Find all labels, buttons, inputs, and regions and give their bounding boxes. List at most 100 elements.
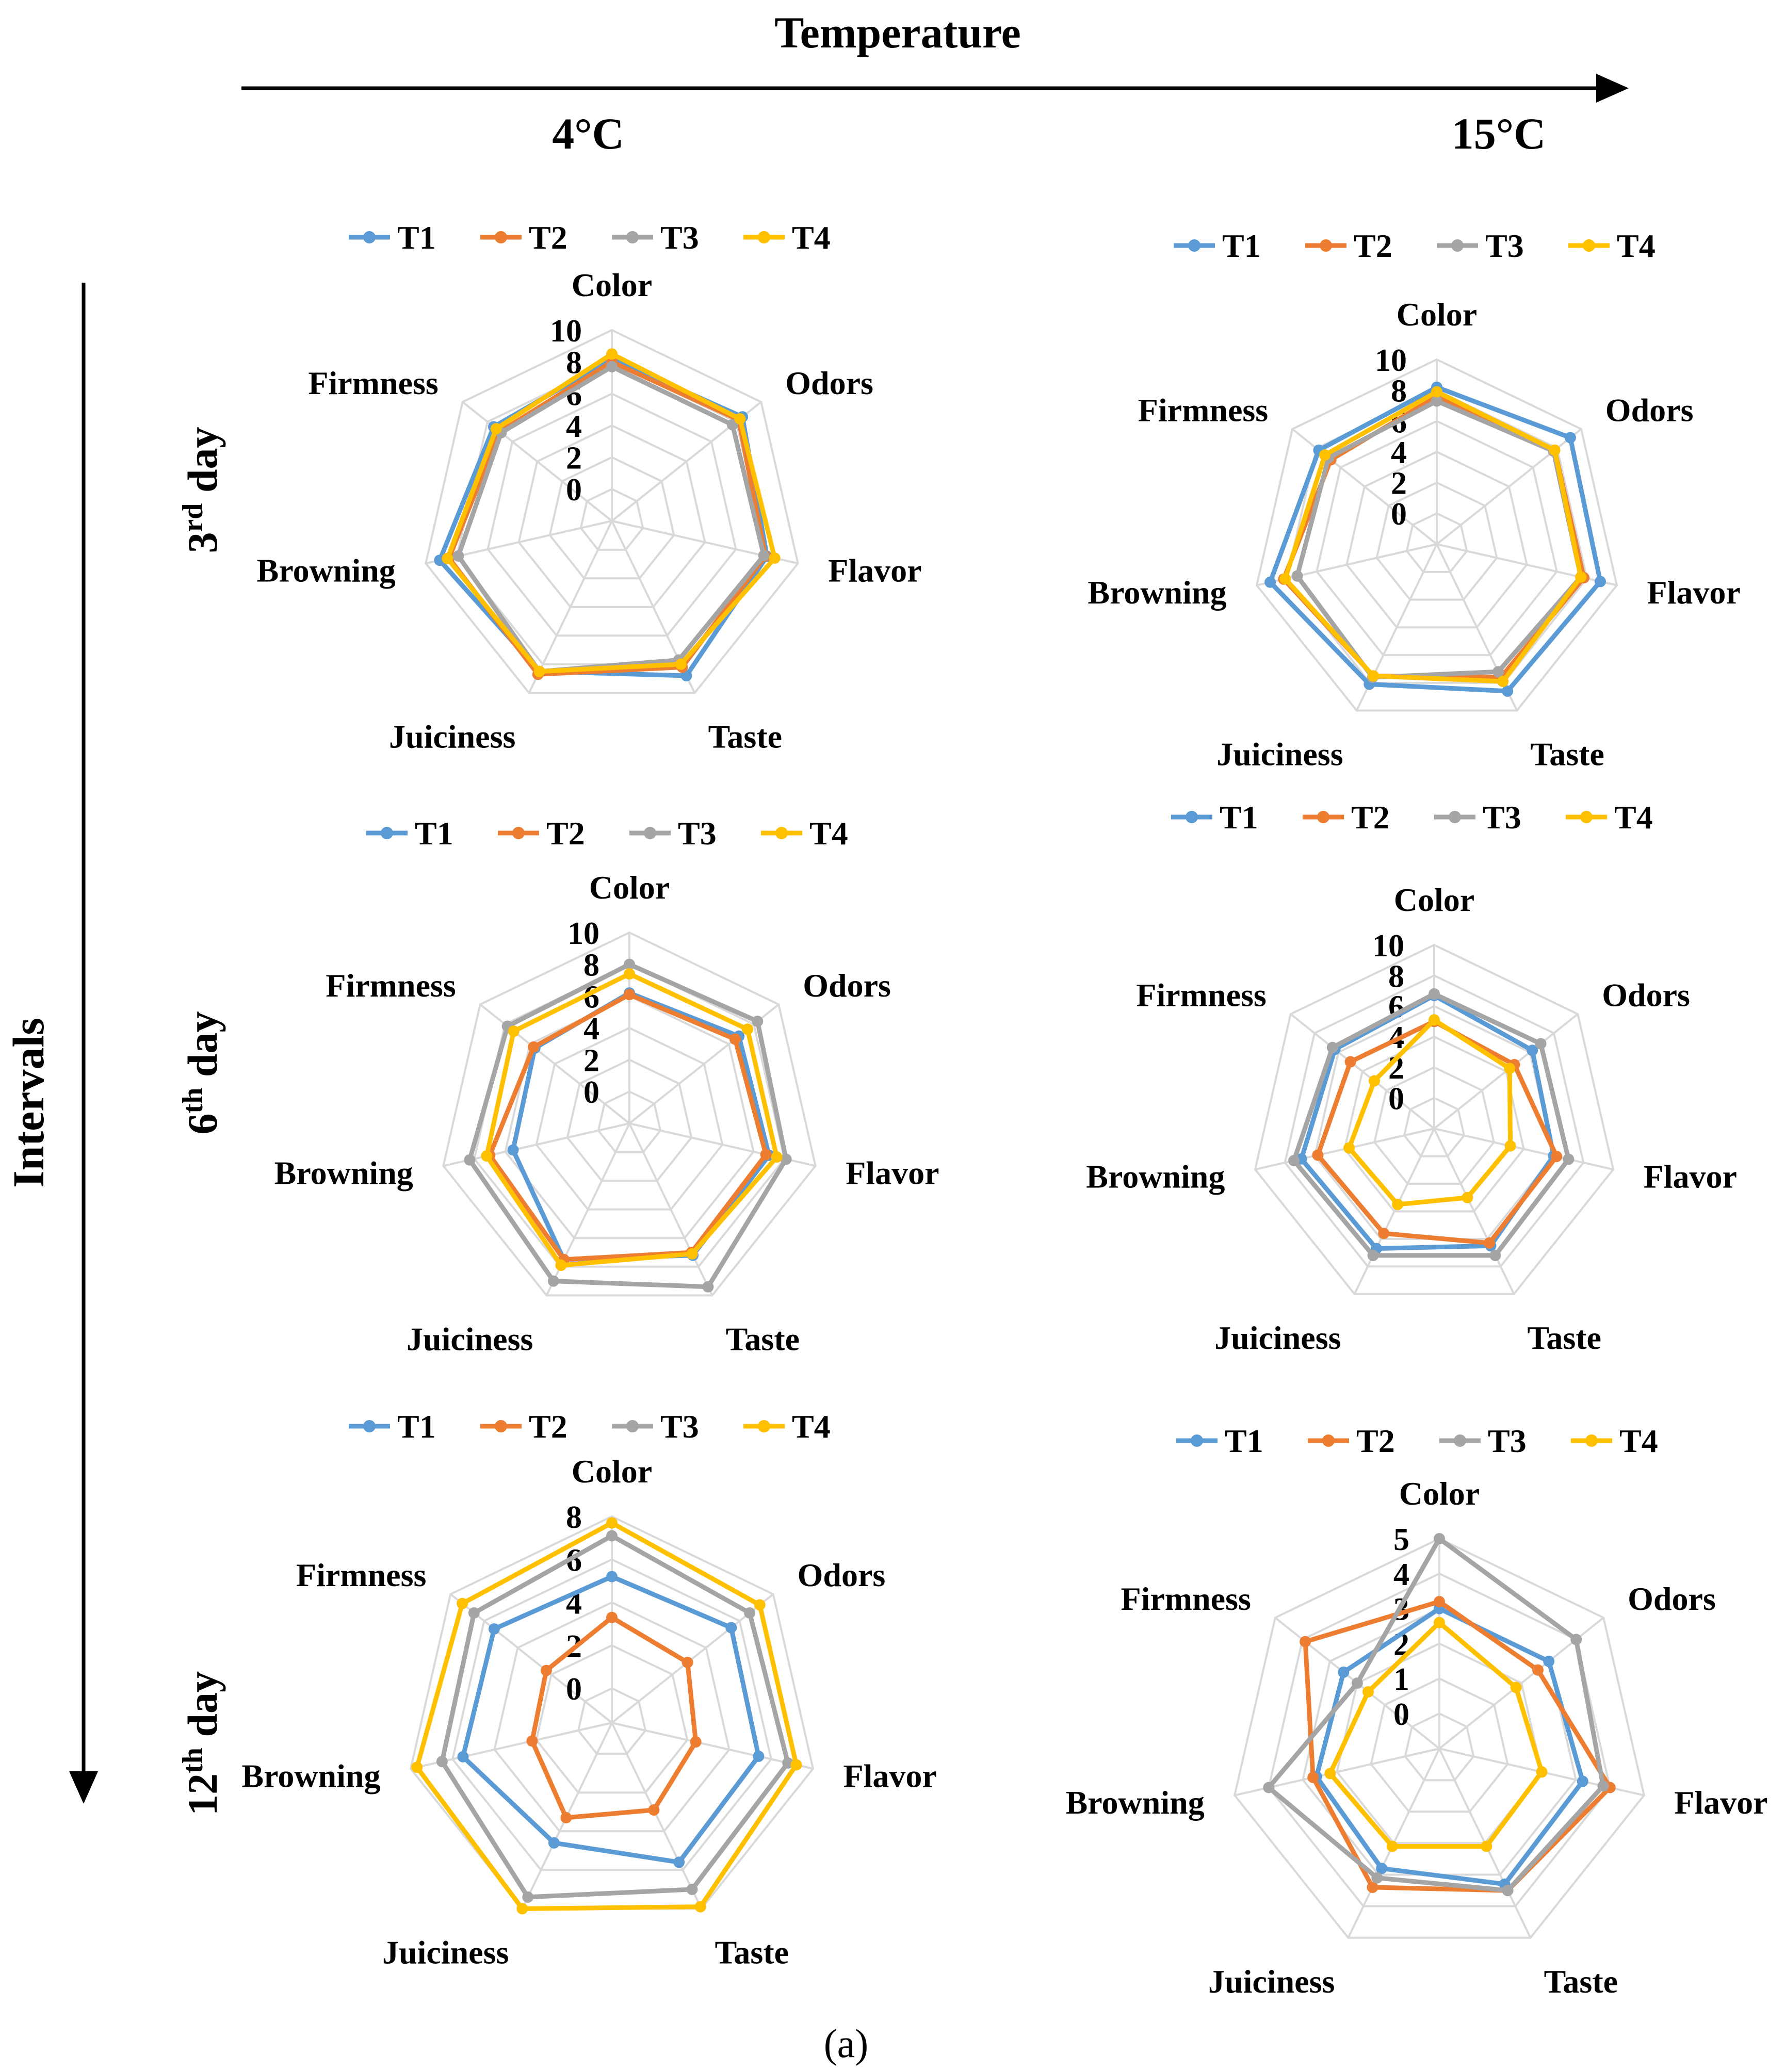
- data-point-t1: [753, 1750, 765, 1762]
- legend-marker: [626, 231, 639, 243]
- data-point-t2: [1378, 1228, 1390, 1239]
- data-point-t1: [1502, 685, 1514, 697]
- axis-spoke: [462, 401, 613, 522]
- grid-ring: [1255, 358, 1618, 712]
- data-point-t4: [1434, 1617, 1445, 1628]
- series-line-t4: [445, 351, 777, 674]
- legend-marker: [1322, 1434, 1335, 1447]
- axis-label-flavor: Flavor: [828, 552, 921, 589]
- grid-ring: [1284, 974, 1585, 1268]
- legend-label: T4: [792, 1408, 831, 1445]
- axis-label-taste: Taste: [1528, 1319, 1601, 1356]
- legend-item-t4: T4: [743, 219, 831, 256]
- grid-ring: [566, 1058, 693, 1182]
- data-point-t2: [526, 1735, 538, 1747]
- tick-label: 8: [566, 1500, 582, 1535]
- data-point-t2: [690, 1736, 702, 1748]
- data-point-t4: [734, 413, 746, 425]
- grid-ring: [486, 393, 737, 637]
- legend-marker: [363, 1420, 376, 1432]
- axis-label-firmness: Firmness: [308, 365, 438, 401]
- tick-label: 4: [1393, 1557, 1409, 1592]
- axis-label-juiciness: Juiciness: [1208, 1963, 1335, 2000]
- data-point-t4: [1536, 1766, 1548, 1778]
- legend-label: T3: [660, 1408, 699, 1445]
- legend-marker: [758, 1420, 770, 1432]
- grid-ring: [579, 487, 644, 551]
- data-point-t4: [1431, 386, 1442, 398]
- data-point-t3: [606, 361, 618, 372]
- tick-label: 0: [566, 1672, 582, 1707]
- data-point-t4: [624, 968, 635, 980]
- data-point-t1: [680, 670, 692, 681]
- legend-label: T4: [1614, 799, 1653, 836]
- data-point-t4: [1504, 1063, 1516, 1074]
- data-point-t3: [1492, 666, 1504, 678]
- tick-label: 0: [583, 1075, 599, 1110]
- axis-spoke: [628, 1123, 713, 1296]
- axis-spoke: [611, 1722, 703, 1910]
- series-line-t1: [1268, 385, 1603, 694]
- data-point-t2: [1551, 1151, 1563, 1163]
- axis-label-firmness: Firmness: [1121, 1580, 1251, 1617]
- radar-chart-15c-day6: 0246810ColorOdorsFlavorTasteJuicinessBro…: [1086, 799, 1737, 1356]
- legend-label: T3: [660, 219, 699, 256]
- radar-chart-4c-day6: 0246810ColorOdorsFlavorTasteJuicinessBro…: [274, 815, 939, 1357]
- grid-ring: [493, 1601, 731, 1833]
- legend-label: T3: [1485, 227, 1524, 264]
- legend-label: T4: [809, 815, 848, 852]
- legend-item-t1: T1: [1171, 799, 1258, 836]
- series-line-t3: [440, 1533, 790, 1900]
- legend-marker: [626, 1420, 639, 1432]
- grid-ring: [1405, 512, 1468, 573]
- series-line-t4: [414, 1521, 799, 1911]
- data-point-t4: [1481, 1840, 1492, 1852]
- data-point-t3: [702, 1281, 714, 1293]
- axis-label-odors: Odors: [1628, 1580, 1716, 1617]
- legend-marker: [381, 827, 393, 839]
- data-point-t3: [686, 1883, 698, 1895]
- data-point-t3: [1535, 1038, 1547, 1050]
- series-line-t4: [484, 971, 780, 1268]
- data-point-t3: [1570, 1634, 1582, 1645]
- data-point-t2: [1312, 1149, 1324, 1161]
- legend-label: T2: [529, 1408, 567, 1445]
- legend-item-t2: T2: [1303, 799, 1390, 836]
- temperature-axis-label: Temperature: [774, 8, 1021, 57]
- grid-ring: [1373, 1066, 1495, 1185]
- data-point-t4: [516, 1903, 528, 1915]
- axis-label-odors: Odors: [798, 1557, 886, 1593]
- legend-label: T2: [529, 219, 567, 256]
- axis-spoke: [1434, 1128, 1614, 1171]
- row-label-day-3: 3rd day: [177, 427, 226, 553]
- legend-item-t4: T4: [1566, 799, 1653, 836]
- legend-item-t3: T3: [612, 219, 699, 256]
- axis-label-juiciness: Juiciness: [1214, 1319, 1341, 1356]
- grid-ring: [451, 1558, 772, 1871]
- tick-label: 8: [1388, 959, 1404, 994]
- data-point-t2: [1300, 1636, 1311, 1647]
- grid-ring: [535, 1644, 689, 1794]
- tick-label: 10: [567, 916, 599, 951]
- tick-label: 2: [583, 1043, 599, 1079]
- grid-ring: [1375, 481, 1498, 601]
- data-point-t3: [606, 1530, 618, 1542]
- axis-label-taste: Taste: [708, 718, 782, 755]
- grid-ring: [1370, 1677, 1509, 1813]
- grid-ring: [597, 1090, 662, 1153]
- data-point-t2: [760, 1149, 772, 1161]
- legend-label: T2: [546, 815, 585, 852]
- legend-marker: [1188, 239, 1200, 252]
- grid-ring: [548, 456, 675, 580]
- series-line-t4: [1283, 389, 1583, 684]
- axis-label-taste: Taste: [1544, 1963, 1618, 2000]
- data-point-t4: [769, 552, 781, 564]
- legend-item-t4: T4: [743, 1408, 831, 1445]
- legend-marker: [1449, 811, 1461, 823]
- data-point-t2: [1367, 1881, 1378, 1893]
- data-point-t1: [1376, 1863, 1388, 1874]
- axis-label-browning: Browning: [257, 552, 396, 589]
- data-point-t3: [744, 1607, 756, 1619]
- legend-marker: [1451, 239, 1464, 252]
